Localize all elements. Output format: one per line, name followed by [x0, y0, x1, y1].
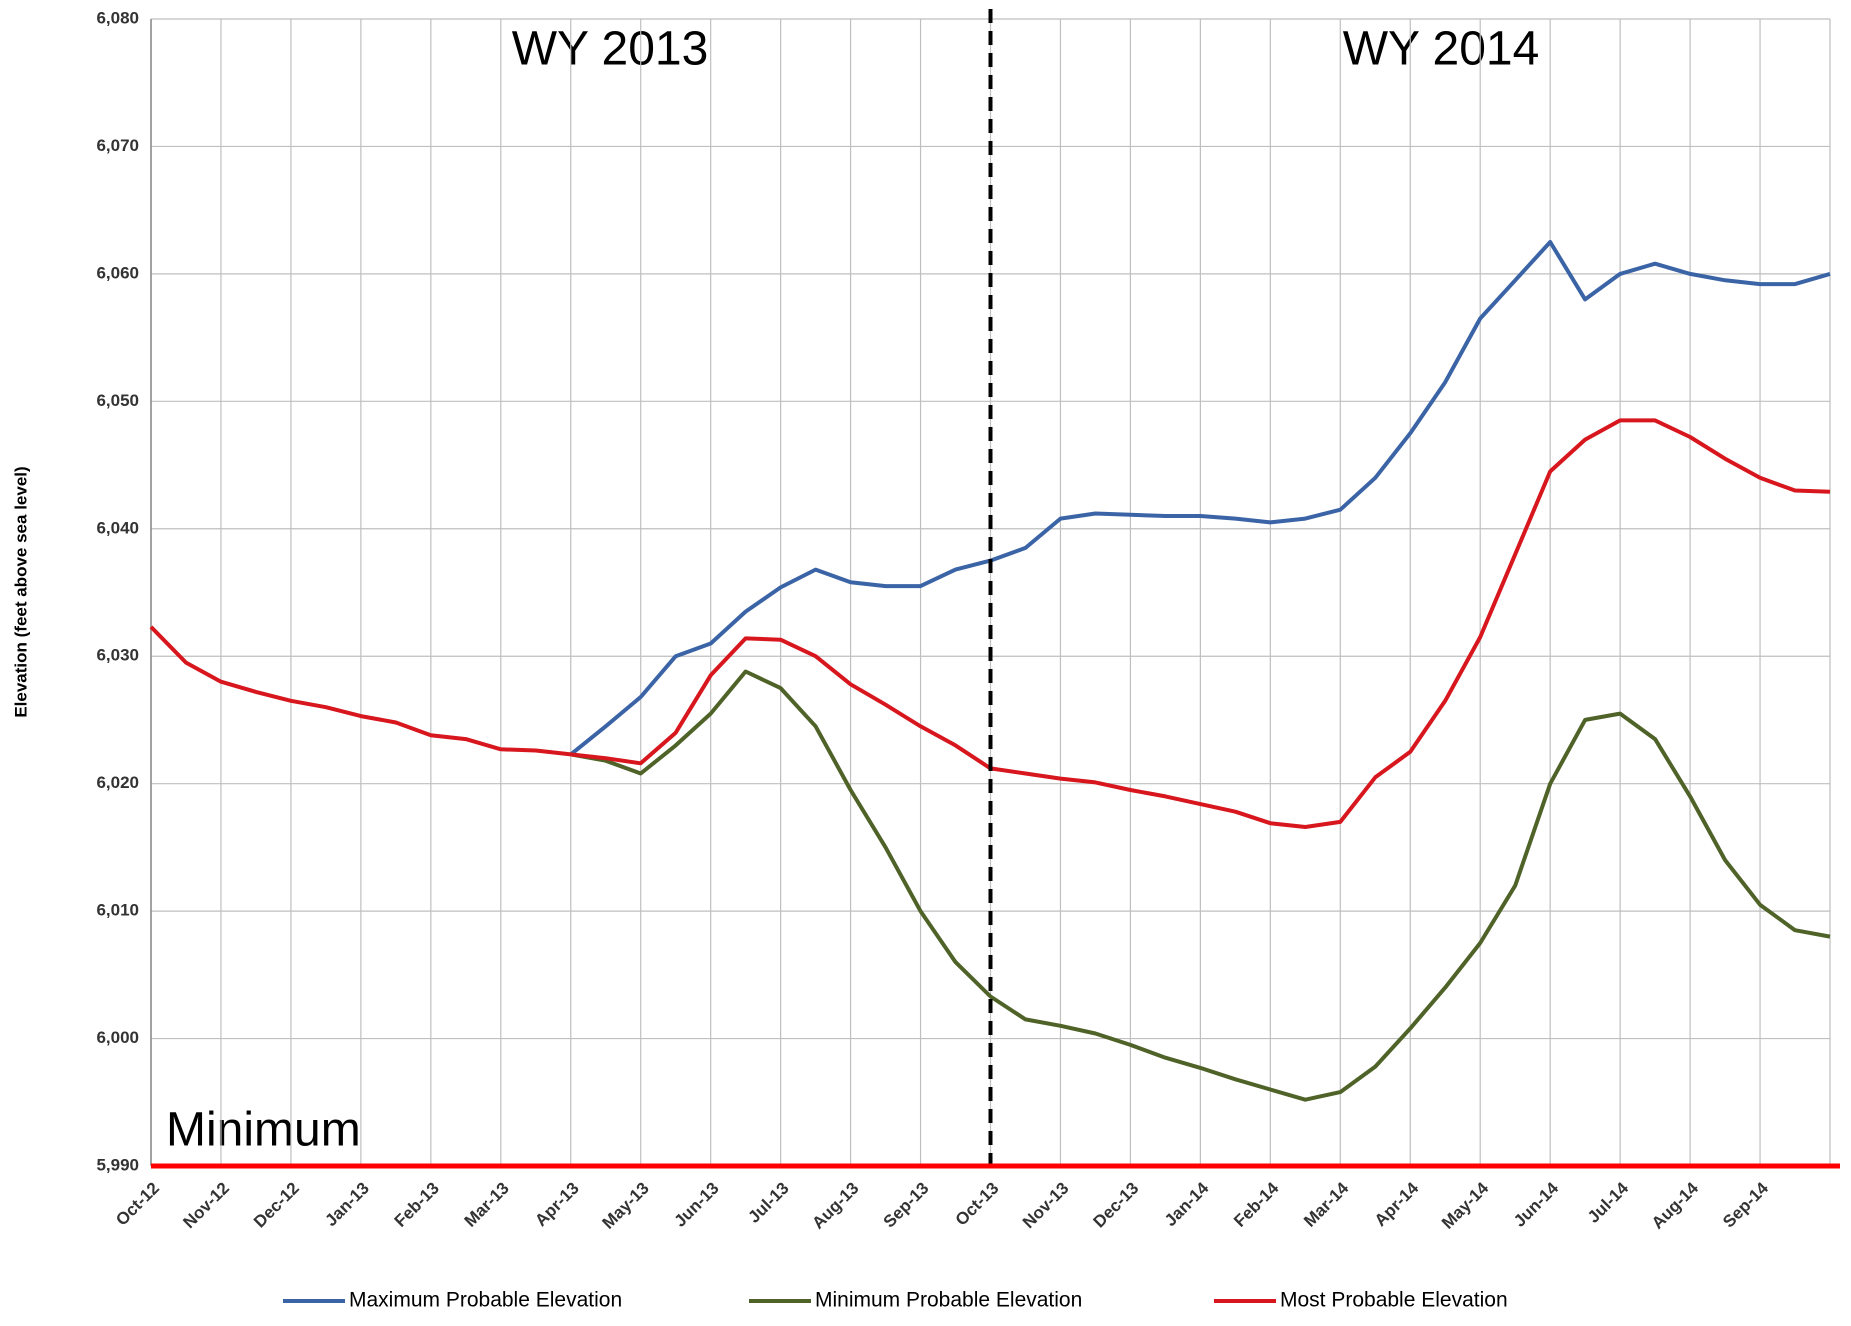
x-tick-label: Feb-13	[391, 1179, 443, 1231]
annotation: WY 2014	[1343, 23, 1540, 76]
y-tick-label: 6,010	[96, 901, 139, 920]
annotation: WY 2013	[512, 23, 709, 76]
x-tick-label: Mar-14	[1300, 1178, 1353, 1231]
x-tick-label: Feb-14	[1230, 1178, 1283, 1231]
x-tick-label: Jan-13	[321, 1179, 373, 1231]
legend-label: Maximum Probable Elevation	[349, 1289, 622, 1312]
x-tick-label: Jul-13	[744, 1179, 792, 1227]
x-tick-label: May-13	[599, 1179, 653, 1233]
y-tick-label: 6,040	[96, 518, 139, 537]
legend-label: Minimum Probable Elevation	[815, 1289, 1082, 1312]
x-tick-label: Oct-12	[112, 1179, 163, 1230]
annotation: Minimum	[166, 1104, 361, 1157]
x-tick-label: Aug-14	[1648, 1178, 1703, 1233]
y-tick-label: 5,990	[96, 1155, 139, 1174]
x-tick-label: Nov-12	[179, 1179, 233, 1233]
series-line	[569, 240, 1831, 756]
y-tick-label: 6,060	[96, 263, 139, 282]
x-tick-label: Jul-14	[1584, 1178, 1633, 1227]
y-tick-label: 6,050	[96, 391, 139, 410]
x-tick-label: Dec-13	[1090, 1179, 1143, 1232]
y-tick-label: 6,020	[96, 773, 139, 792]
x-tick-label: Nov-13	[1019, 1179, 1073, 1233]
x-tick-label: Apr-13	[531, 1179, 583, 1231]
series-line	[570, 669, 1831, 1102]
x-tick-label: May-14	[1438, 1178, 1493, 1233]
x-tick-label: Dec-12	[250, 1179, 303, 1232]
legend-label: Most Probable Elevation	[1280, 1289, 1508, 1312]
x-tick-label: Aug-13	[808, 1179, 862, 1233]
x-tick-label: Jan-14	[1161, 1178, 1213, 1230]
x-tick-label: Jun-14	[1510, 1178, 1563, 1231]
y-axis-title: Elevation (feet above sea level)	[11, 466, 30, 717]
y-tick-label: 6,070	[96, 136, 139, 155]
x-tick-label: Sep-13	[880, 1179, 933, 1232]
x-tick-label: Apr-14	[1371, 1178, 1423, 1230]
y-tick-label: 6,080	[96, 8, 139, 27]
x-tick-label: Oct-13	[952, 1179, 1003, 1230]
y-tick-label: 6,030	[96, 646, 139, 665]
x-tick-label: Mar-13	[461, 1179, 513, 1231]
y-tick-label: 6,000	[96, 1028, 139, 1047]
x-tick-label: Sep-14	[1719, 1178, 1772, 1231]
x-tick-label: Jun-13	[670, 1179, 722, 1231]
